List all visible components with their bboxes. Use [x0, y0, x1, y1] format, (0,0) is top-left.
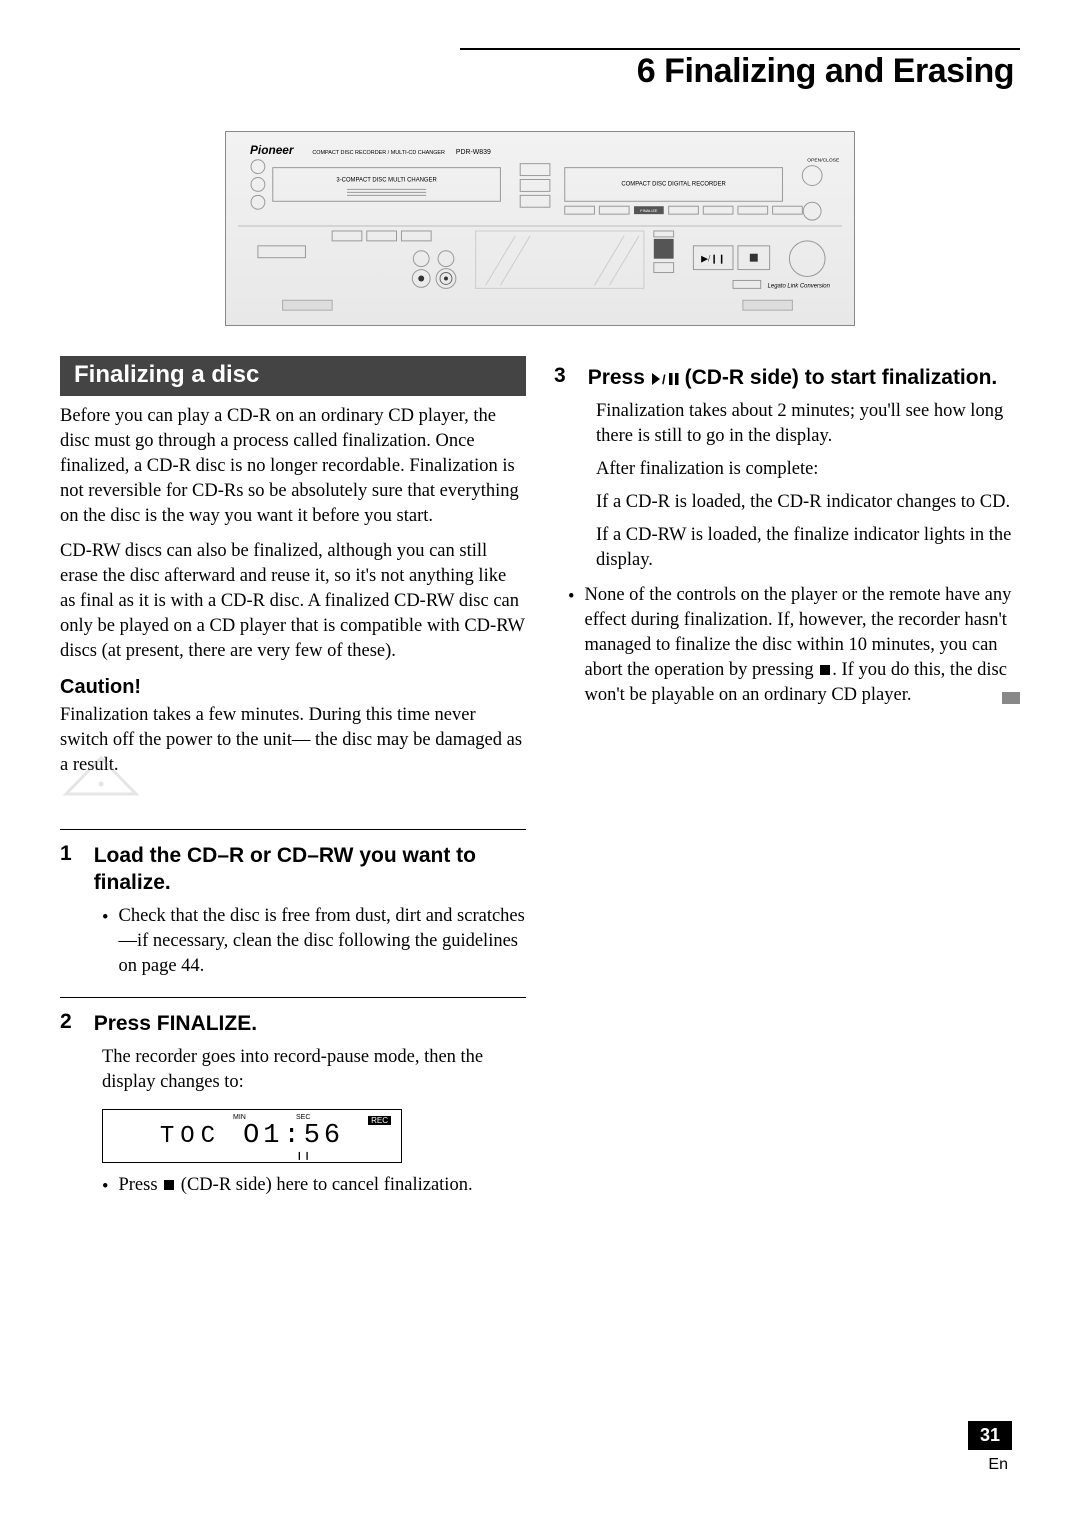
svg-text:PDR-W839: PDR-W839: [456, 149, 491, 156]
step-3-body-1: Finalization takes about 2 minutes; you'…: [596, 399, 1020, 449]
min-label: MIN: [233, 1114, 246, 1121]
left-column: Finalizing a disc Before you can play a …: [60, 356, 526, 1200]
intro-para-2: CD-RW discs can also be finalized, altho…: [60, 539, 526, 664]
step-1-title: Load the CD–R or CD–RW you want to final…: [94, 842, 526, 897]
step-1-number: 1: [60, 842, 72, 897]
svg-text:Pioneer: Pioneer: [250, 143, 295, 157]
step-2-title: Press FINALIZE.: [94, 1010, 526, 1037]
step-3-title: Press / (CD-R side) to start finalizatio…: [588, 364, 1020, 391]
device-illustration: Pioneer COMPACT DISC RECORDER / MULTI-CD…: [225, 131, 855, 326]
step-3-body-3: If a CD-R is loaded, the CD-R indicator …: [596, 490, 1020, 515]
section-heading-finalizing: Finalizing a disc: [60, 356, 526, 396]
step-2-cancel: Press (CD-R side) here to cancel finaliz…: [118, 1173, 526, 1200]
chapter-name: Finalizing and Erasing: [664, 52, 1014, 90]
chapter-number: 6: [637, 52, 655, 90]
step-3-bullet: None of the controls on the player or th…: [584, 583, 1020, 708]
svg-text:/: /: [662, 372, 666, 386]
chapter-title: 6 Finalizing and Erasing: [460, 52, 1020, 91]
play-pause-icon: /: [651, 372, 679, 386]
display-time: O1:56: [243, 1121, 344, 1151]
step-3-body-4: If a CD-RW is loaded, the finalize indic…: [596, 523, 1020, 573]
step-3-number: 3: [554, 364, 566, 391]
section-end-marker: [1002, 692, 1020, 704]
bullet-icon: •: [568, 585, 574, 708]
warning-triangle-icon: [60, 754, 142, 798]
chapter-header: 6 Finalizing and Erasing: [460, 48, 1020, 91]
step-divider: [60, 829, 526, 830]
right-column: 3 Press / (CD-R side) to start finalizat…: [554, 356, 1020, 1200]
step-2-number: 2: [60, 1010, 72, 1037]
svg-text:OPEN/CLOSE: OPEN/CLOSE: [807, 158, 840, 164]
page-number: 31: [968, 1421, 1012, 1450]
pause-indicator: ❙❙: [296, 1151, 311, 1160]
step-3-heading: 3 Press / (CD-R side) to start finalizat…: [554, 364, 1020, 391]
stop-icon: [162, 1178, 176, 1192]
display-toc: TOC: [160, 1123, 221, 1150]
svg-text:FINALIZE: FINALIZE: [640, 208, 658, 213]
step-divider: [60, 997, 526, 998]
rec-indicator: REC: [368, 1116, 391, 1125]
caution-heading: Caution!: [60, 676, 526, 699]
stop-icon: [818, 663, 832, 677]
page-language: En: [988, 1456, 1008, 1474]
step-3-body-2: After finalization is complete:: [596, 457, 1020, 482]
step-1-bullet: Check that the disc is free from dust, d…: [118, 904, 526, 979]
step-1-heading: 1 Load the CD–R or CD–RW you want to fin…: [60, 842, 526, 897]
step-2-body: The recorder goes into record-pause mode…: [102, 1045, 526, 1095]
svg-text:3-COMPACT DISC MULTI CHANGER: 3-COMPACT DISC MULTI CHANGER: [336, 177, 436, 183]
svg-text:Legato Link Conversion: Legato Link Conversion: [768, 283, 831, 289]
intro-para-1: Before you can play a CD-R on an ordinar…: [60, 404, 526, 529]
step-2-heading: 2 Press FINALIZE.: [60, 1010, 526, 1037]
svg-text:COMPACT DISC RECORDER / MULTI-: COMPACT DISC RECORDER / MULTI-CD CHANGER: [312, 150, 445, 156]
svg-text:COMPACT DISC DIGITAL RECORDER: COMPACT DISC DIGITAL RECORDER: [621, 181, 725, 187]
svg-text:▶/❙❙: ▶/❙❙: [701, 254, 725, 265]
lcd-display: MIN SEC TOC O1:56 REC ❙❙: [102, 1109, 402, 1163]
bullet-icon: •: [102, 1175, 108, 1200]
bullet-icon: •: [102, 906, 108, 979]
sec-label: SEC: [296, 1114, 310, 1121]
